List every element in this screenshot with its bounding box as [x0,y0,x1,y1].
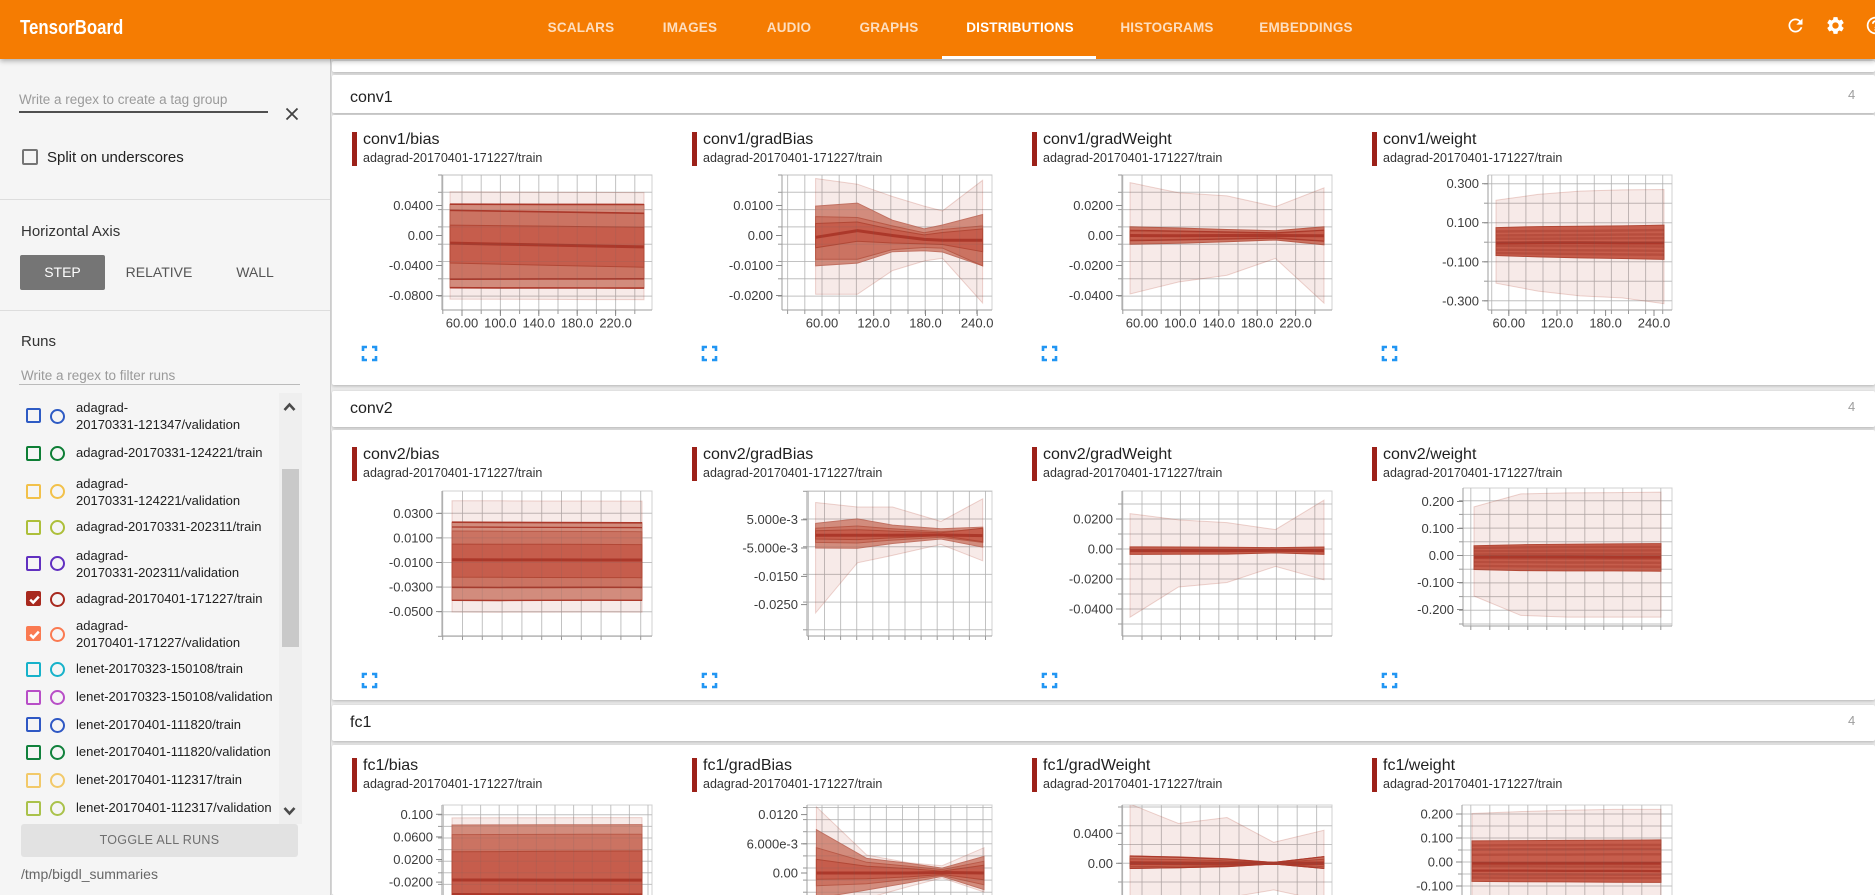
svg-text:140.0: 140.0 [1203,316,1236,331]
svg-text:0.100: 0.100 [1421,521,1454,536]
svg-text:-0.0400: -0.0400 [1069,288,1113,303]
svg-text:5.000e-3: 5.000e-3 [747,512,798,527]
svg-text:-0.0100: -0.0100 [389,555,433,570]
svg-text:0.0600: 0.0600 [393,829,433,844]
svg-text:220.0: 220.0 [599,316,632,331]
svg-text:-0.0200: -0.0200 [389,875,433,890]
svg-text:0.0120: 0.0120 [758,807,798,822]
svg-text:-0.0200: -0.0200 [1069,258,1113,273]
svg-text:0.100: 0.100 [1446,215,1479,230]
svg-text:140.0: 140.0 [523,316,556,331]
svg-text:0.0400: 0.0400 [1073,826,1113,841]
svg-text:0.0100: 0.0100 [733,198,773,213]
svg-text:-0.100: -0.100 [1442,254,1479,269]
svg-text:180.0: 180.0 [561,316,594,331]
svg-text:60.00: 60.00 [1126,316,1159,331]
svg-text:240.0: 240.0 [1638,316,1671,331]
svg-text:-0.100: -0.100 [1416,879,1453,894]
svg-text:120.0: 120.0 [1541,316,1574,331]
svg-text:0.00: 0.00 [773,866,798,881]
svg-text:0.00: 0.00 [1429,548,1454,563]
svg-text:-0.0250: -0.0250 [754,597,798,612]
svg-text:0.00: 0.00 [1428,855,1453,870]
svg-text:-0.200: -0.200 [1417,602,1454,617]
svg-text:240.0: 240.0 [961,316,994,331]
svg-text:-0.0100: -0.0100 [729,258,773,273]
svg-text:0.0200: 0.0200 [393,852,433,867]
svg-text:0.300: 0.300 [1446,176,1479,191]
svg-text:-5.000e-3: -5.000e-3 [742,541,798,556]
svg-text:0.100: 0.100 [1420,831,1453,846]
svg-text:0.100: 0.100 [400,807,433,822]
svg-text:-0.0300: -0.0300 [389,580,433,595]
svg-text:6.000e-3: 6.000e-3 [747,836,798,851]
svg-text:0.0300: 0.0300 [393,506,433,521]
svg-text:-0.0500: -0.0500 [389,604,433,619]
svg-text:0.00: 0.00 [408,228,433,243]
svg-text:180.0: 180.0 [1589,316,1622,331]
svg-text:100.0: 100.0 [1164,316,1197,331]
svg-text:0.0200: 0.0200 [1073,198,1113,213]
svg-text:0.200: 0.200 [1420,807,1453,822]
svg-text:0.200: 0.200 [1421,494,1454,509]
svg-text:220.0: 220.0 [1279,316,1312,331]
svg-text:0.00: 0.00 [1088,542,1113,557]
svg-text:0.00: 0.00 [1088,228,1113,243]
svg-text:0.00: 0.00 [1088,856,1113,871]
svg-text:-0.0400: -0.0400 [1069,602,1113,617]
svg-text:-0.0200: -0.0200 [729,288,773,303]
svg-text:-0.0400: -0.0400 [389,258,433,273]
svg-text:0.0200: 0.0200 [1073,512,1113,527]
svg-text:180.0: 180.0 [909,316,942,331]
svg-text:-0.0800: -0.0800 [389,288,433,303]
svg-text:0.00: 0.00 [748,228,773,243]
svg-text:60.00: 60.00 [1493,316,1526,331]
svg-text:0.0100: 0.0100 [393,530,433,545]
svg-text:-0.0150: -0.0150 [754,569,798,584]
svg-text:-0.0200: -0.0200 [1069,572,1113,587]
svg-text:60.00: 60.00 [446,316,479,331]
svg-text:60.00: 60.00 [806,316,839,331]
svg-text:-0.300: -0.300 [1442,293,1479,308]
svg-text:120.0: 120.0 [857,316,890,331]
svg-text:100.0: 100.0 [484,316,517,331]
svg-text:180.0: 180.0 [1241,316,1274,331]
svg-text:0.0400: 0.0400 [393,198,433,213]
svg-text:-0.100: -0.100 [1417,575,1454,590]
